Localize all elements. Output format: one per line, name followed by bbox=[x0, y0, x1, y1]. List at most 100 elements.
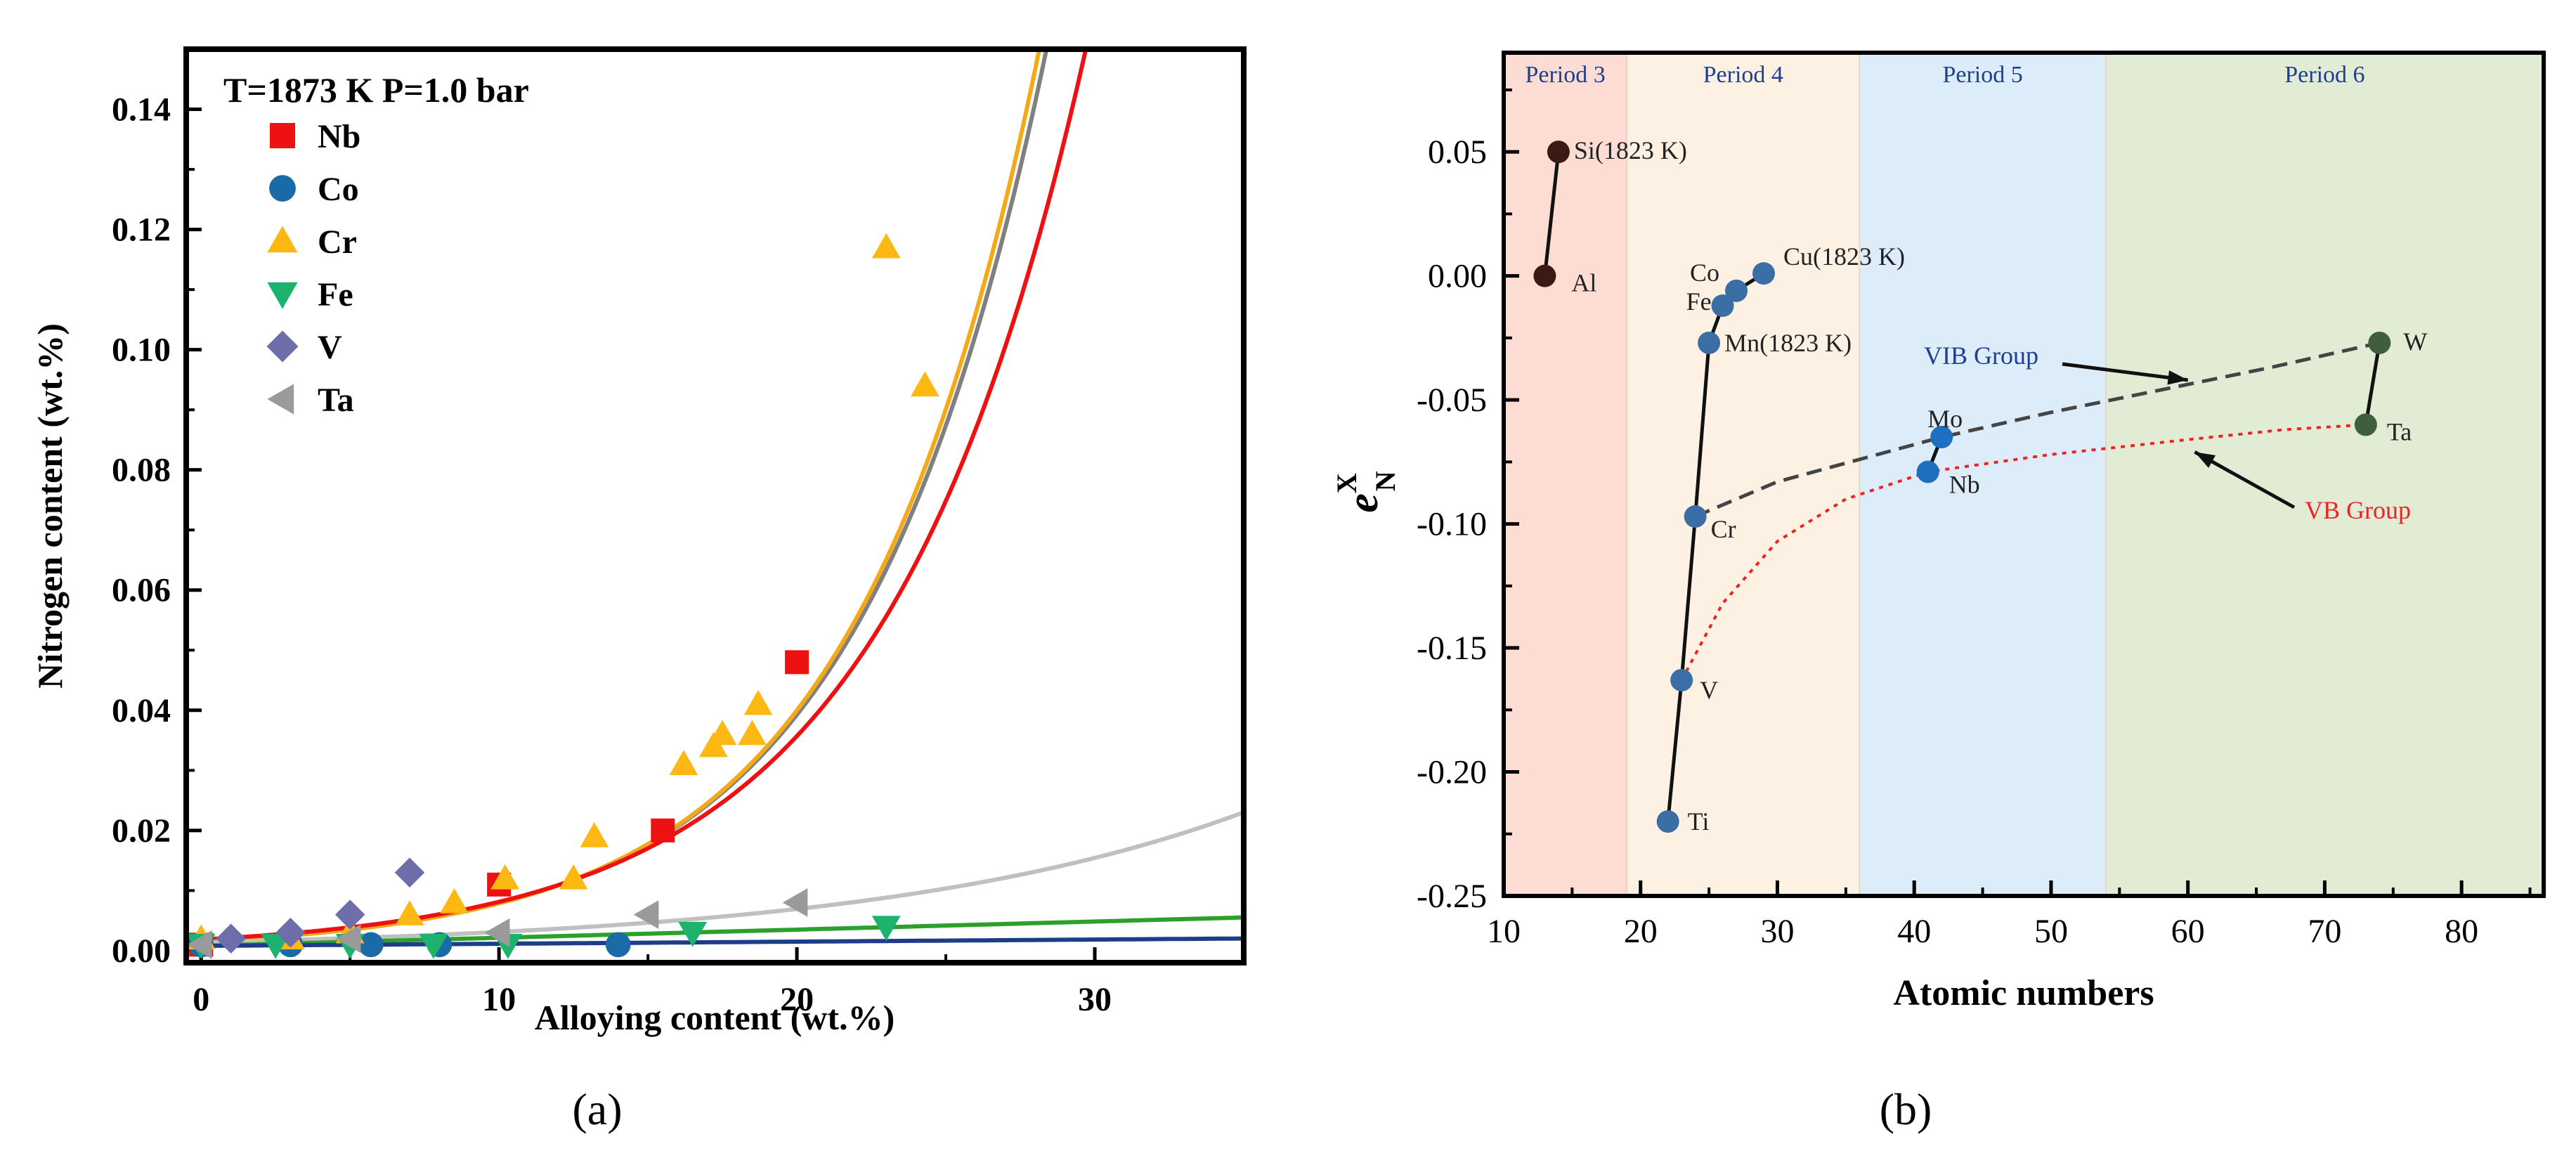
svg-text:eXN: eX N bbox=[1331, 471, 1401, 512]
legend-label-cr: Cr bbox=[318, 223, 357, 261]
point-ta bbox=[186, 930, 212, 959]
point-v bbox=[334, 899, 365, 930]
x-axis-label-a: Alloying content (wt.%) bbox=[535, 998, 895, 1037]
point-cr bbox=[559, 864, 588, 890]
x-axis-label-b: Atomic numbers bbox=[1893, 973, 2154, 1013]
vib-group-label: VIB Group bbox=[1924, 342, 2038, 370]
y-label-main: e bbox=[1339, 493, 1387, 513]
point-label-mo: Mo bbox=[1927, 405, 1963, 433]
point-v bbox=[1670, 668, 1693, 691]
panel-b: Period 3 Period 4 Period 5 Period 6 Si(1823… bbox=[1331, 51, 2546, 1134]
point-label-si: Si(1823 K) bbox=[1574, 136, 1687, 164]
data-points bbox=[186, 233, 939, 959]
plot-frame-b bbox=[1502, 51, 2546, 898]
period-label-6: Period 6 bbox=[2284, 62, 2364, 88]
x-tick-label: 20 bbox=[780, 981, 814, 1018]
point-si bbox=[1547, 141, 1570, 164]
legend-label-nb: Nb bbox=[318, 118, 360, 155]
point-cr bbox=[1684, 505, 1707, 528]
point-ta bbox=[2354, 413, 2377, 436]
x-tick-label: 10 bbox=[482, 981, 516, 1018]
legend-marker-ta bbox=[267, 384, 294, 415]
point-cr bbox=[490, 864, 520, 890]
period-label-5: Period 5 bbox=[1942, 62, 2022, 88]
y-tick-label: 0.04 bbox=[112, 692, 171, 729]
y-tick-label: -0.25 bbox=[1417, 878, 1487, 915]
point-cr bbox=[395, 900, 424, 925]
x-tick-label: 30 bbox=[1760, 913, 1794, 950]
point-cu bbox=[1752, 262, 1775, 285]
x-tick-label: 40 bbox=[1897, 913, 1931, 950]
point-label-ti: Ti bbox=[1688, 807, 1710, 835]
x-tick-label: 70 bbox=[2308, 913, 2341, 950]
point-w bbox=[2368, 331, 2391, 354]
point-v bbox=[275, 917, 306, 948]
y-tick-label: 0.12 bbox=[112, 212, 171, 249]
point-mn bbox=[1698, 331, 1721, 354]
y-tick-label: 0.10 bbox=[112, 332, 171, 369]
panel-label-b: (b) bbox=[1880, 1084, 1932, 1134]
panel-a: 0 10 20 300.000.020.040.060.080.100.120.14 … bbox=[30, 46, 1247, 1134]
vb-group-label: VB Group bbox=[2305, 496, 2411, 524]
vib-arrow bbox=[2062, 362, 2189, 382]
point-label-al: Al bbox=[1571, 269, 1596, 297]
vib-arrow-head bbox=[2167, 370, 2188, 385]
point-v bbox=[394, 857, 425, 887]
legend-label-ta: Ta bbox=[318, 382, 354, 419]
chart-title-a: T=1873 K P=1.0 bar bbox=[223, 70, 529, 110]
point-fe bbox=[419, 934, 448, 959]
point-label-fe: Fe bbox=[1686, 287, 1712, 316]
y-tick-label: -0.20 bbox=[1417, 754, 1487, 791]
legend-marker-nb bbox=[270, 123, 295, 148]
trend-line-period4 bbox=[1666, 679, 1684, 822]
point-label-w: W bbox=[2403, 327, 2427, 356]
period-label-4: Period 4 bbox=[1703, 62, 1783, 88]
legend: Nb Co Cr Fe V Ta bbox=[266, 118, 360, 419]
point-cr bbox=[708, 720, 737, 746]
x-tick-label: 60 bbox=[2171, 913, 2205, 950]
point-label-co: Co bbox=[1690, 259, 1719, 287]
legend-label-fe: Fe bbox=[318, 276, 353, 313]
trend-line-period4 bbox=[1679, 516, 1698, 681]
point-label-mn: Mn(1823 K) bbox=[1724, 329, 1852, 357]
x-tick-label: 10 bbox=[1487, 913, 1521, 950]
x-tick-label: 20 bbox=[1624, 913, 1658, 950]
point-fe bbox=[678, 921, 708, 947]
point-label-cr: Cr bbox=[1711, 515, 1736, 543]
y-axis-label-b: eX N bbox=[1331, 471, 1401, 512]
point-ta bbox=[782, 888, 808, 917]
legend-marker-cr bbox=[267, 226, 298, 253]
point-fe bbox=[871, 916, 901, 942]
point-nb bbox=[1916, 460, 1939, 483]
point-ta bbox=[484, 918, 510, 947]
point-co bbox=[1725, 279, 1748, 302]
trend-line-period4 bbox=[1693, 342, 1711, 517]
legend-marker-fe bbox=[267, 282, 298, 309]
point-v bbox=[216, 923, 246, 954]
y-label-sup: X bbox=[1331, 473, 1362, 493]
point-cr bbox=[738, 720, 767, 746]
fit-curve-1 bbox=[186, 49, 1042, 944]
x-tick-label: 80 bbox=[2445, 913, 2478, 950]
x-tick-label: 30 bbox=[1078, 981, 1112, 1018]
annotations: VIB Group VB Group bbox=[1924, 342, 2411, 524]
period-label-3: Period 3 bbox=[1525, 62, 1605, 88]
point-fe bbox=[261, 934, 290, 959]
y-tick-label: 0.00 bbox=[1428, 258, 1487, 295]
y-label-sub: N bbox=[1370, 471, 1401, 491]
x-tick-label: 50 bbox=[2034, 913, 2068, 950]
trend-line-period6 bbox=[2364, 342, 2381, 425]
period-band-3 bbox=[1504, 53, 1627, 896]
legend-label-v: V bbox=[318, 329, 342, 366]
y-tick-label: 0.00 bbox=[112, 932, 171, 970]
legend-marker-co bbox=[269, 175, 296, 202]
y-tick-label: -0.05 bbox=[1417, 382, 1487, 419]
point-label-ta: Ta bbox=[2387, 417, 2412, 446]
x-tick-label: 0 bbox=[193, 981, 209, 1018]
point-cr bbox=[669, 750, 698, 776]
point-cr bbox=[743, 689, 773, 715]
legend-label-co: Co bbox=[318, 171, 359, 208]
period-band-6 bbox=[2105, 53, 2544, 896]
